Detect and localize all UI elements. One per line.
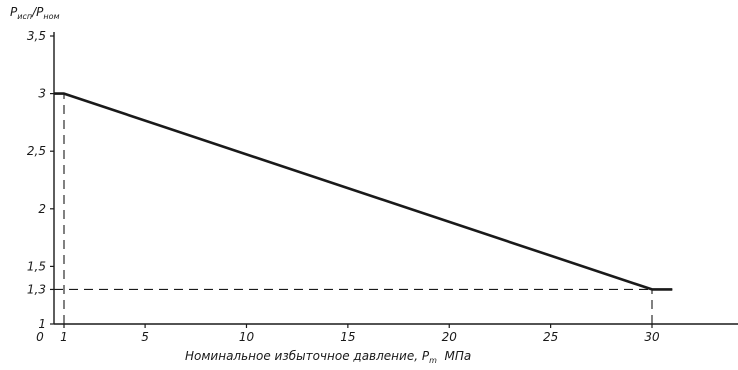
y-tick-label: 1,3 [27, 282, 46, 296]
x-tick-label: 25 [543, 330, 558, 344]
x-ticks: 1 5 10 15 20 25 30 [60, 324, 660, 344]
y-tick-label: 1 [38, 317, 46, 331]
y-tick-label: 2 [38, 202, 46, 216]
series-line [54, 92, 673, 291]
x-axis-title: Номинальное избыточное давление, Pm МПа [185, 349, 471, 365]
x-tick-label: 1 [60, 330, 68, 344]
y-tick-label: 3 [38, 87, 46, 101]
x-tick-label: 5 [141, 330, 149, 344]
y-tick-label: 2,5 [27, 144, 46, 158]
y-tick-label: 1,5 [27, 259, 46, 273]
reference-lines [54, 93, 673, 324]
y-ticks: 1 1,3 1,5 2 2,5 3 3,5 [27, 29, 54, 331]
x-tick-label: 10 [239, 330, 255, 344]
series-layer [54, 92, 673, 291]
y-tick-label: 3,5 [27, 29, 46, 43]
x-tick-label: 15 [340, 330, 355, 344]
x-tick-label: 30 [644, 330, 660, 344]
x-origin-label: 0 [36, 330, 44, 344]
y-axis-title: Pисп/Pном [10, 5, 60, 21]
x-tick-label: 20 [442, 330, 458, 344]
